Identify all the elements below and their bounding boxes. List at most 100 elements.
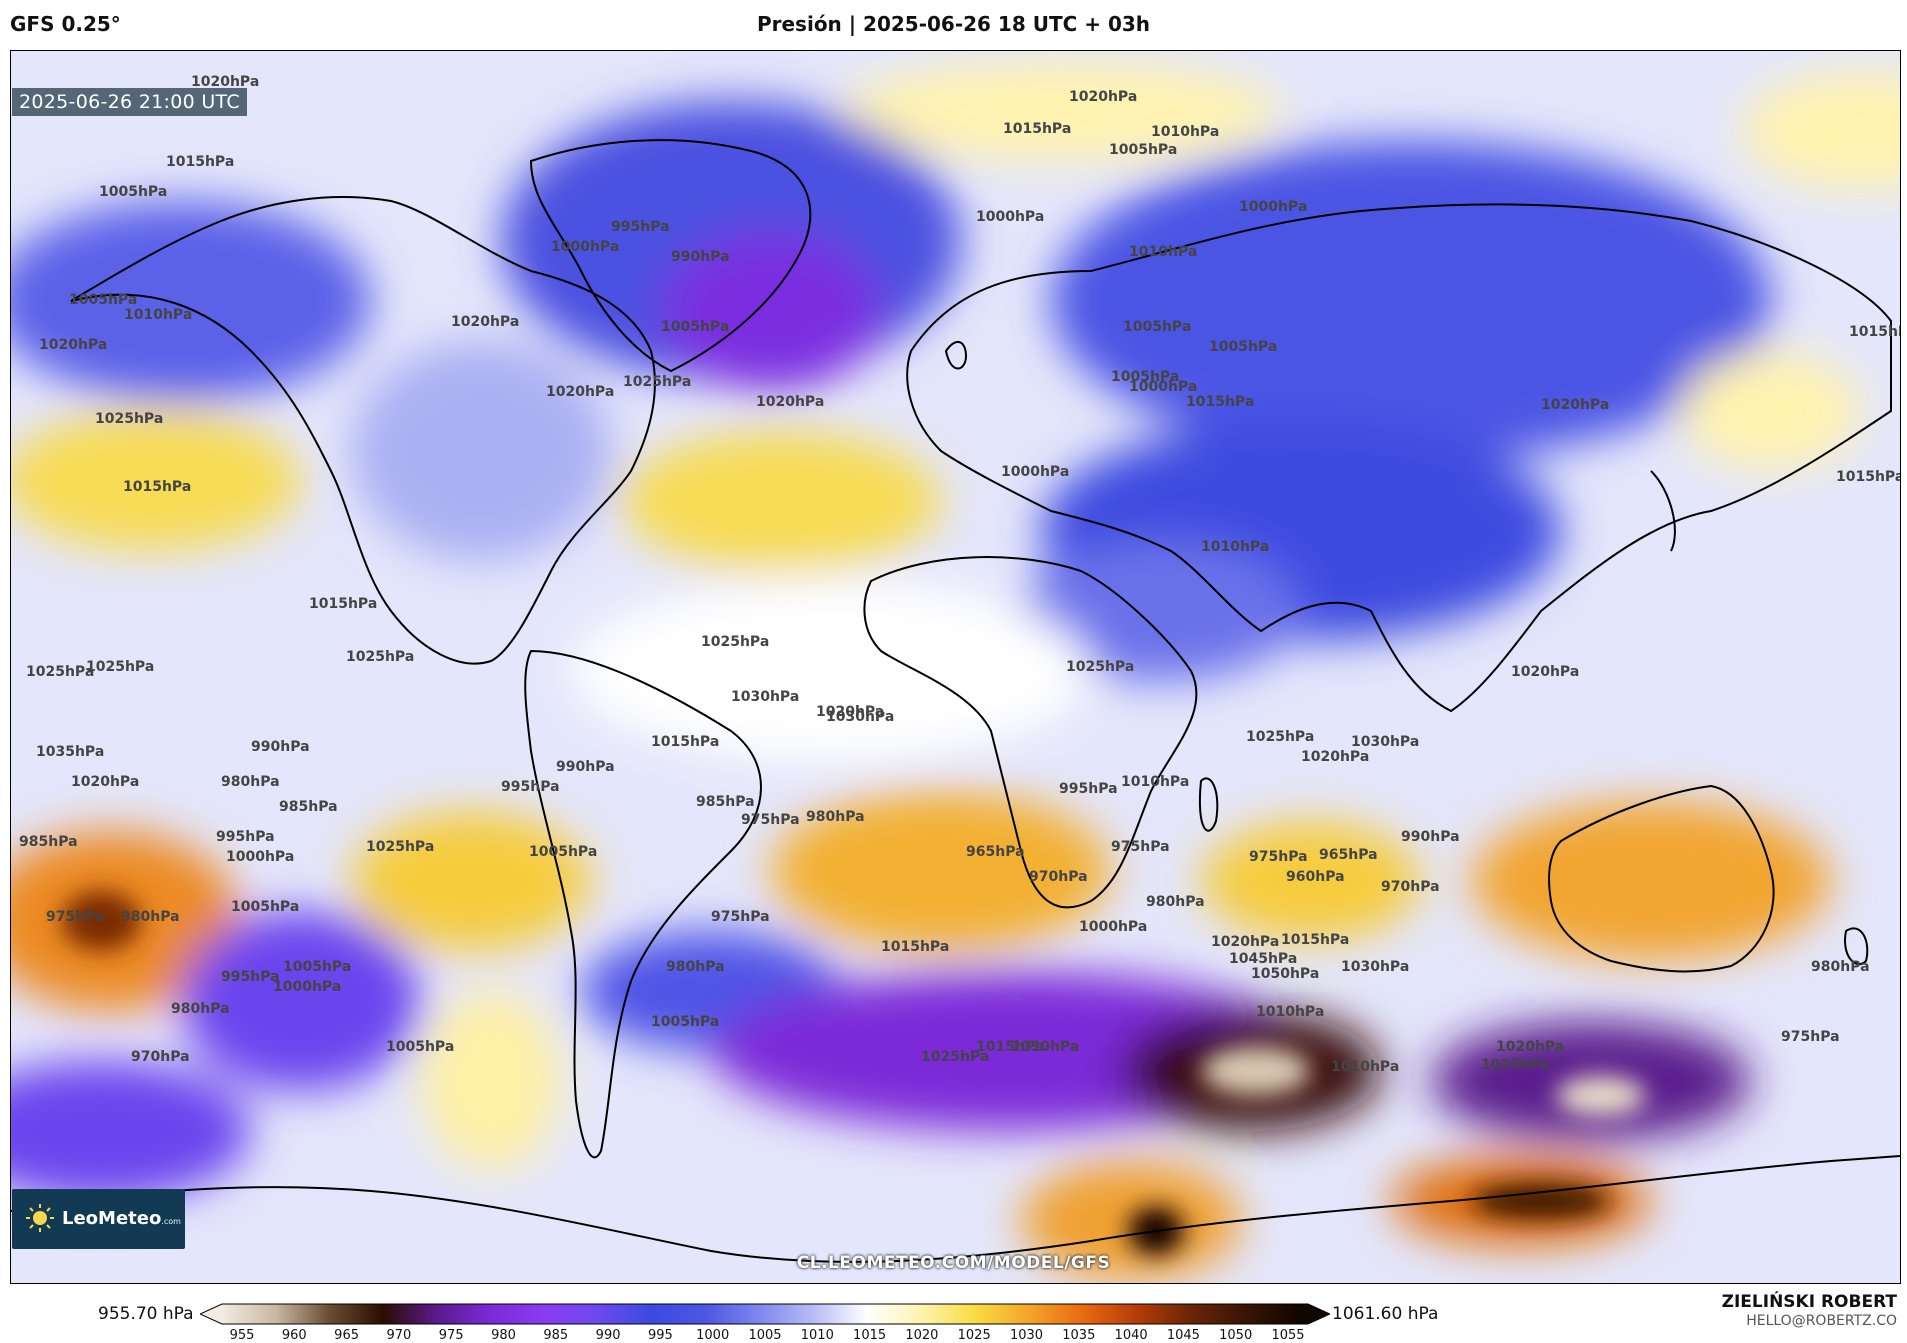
contour-label: 1000hPa [1129,379,1197,395]
contour-label: 1030hPa [731,689,799,705]
contour-label: 1010hPa [1129,244,1197,260]
contour-label: 995hPa [216,829,275,845]
contour-label: 985hPa [19,834,78,850]
contour-label: 1020hPa [546,384,614,400]
contour-label: 1000hPa [1079,919,1147,935]
contour-label: 1005hPa [1123,319,1191,335]
sun-icon [26,1204,54,1232]
colorbar-tick-label: 995 [647,1328,673,1343]
colorbar-max-label: 1061.60 hPa [1332,1304,1439,1324]
contour-label: 980hPa [806,809,865,825]
contour-label: 1015hPa [1849,324,1900,340]
contour-label: 1035hPa [36,744,104,760]
contour-label: 1015hPa [309,596,377,612]
chart-title: Presión | 2025-06-26 18 UTC + 03h [756,12,1151,36]
colorbar-tick-label: 970 [386,1328,412,1343]
contour-label: 1010hPa [124,307,192,323]
contour-label: 990hPa [556,759,615,775]
contour-labels: 1020hPa 1015hPa 1005hPa 1005hPa 1010hPa … [19,74,1900,1075]
contour-label: 1045hPa [1229,951,1297,967]
contour-label: 1020hPa [1211,934,1279,950]
leometeo-logo[interactable]: LeoMeteo.com [12,1189,185,1249]
colorbar-min-label: 955.70 hPa [98,1304,194,1324]
contour-label: 1025hPa [921,1049,989,1065]
contour-label: 1020hPa [191,74,259,90]
contour-label: 1020hPa [71,774,139,790]
contour-label: 1025hPa [1246,729,1314,745]
colorbar-tick-label: 985 [543,1328,569,1343]
contour-label: 1010hPa [1256,1004,1324,1020]
contour-label: 1020hPa [451,314,519,330]
author-email: HELLO@ROBERTZ.CO [1746,1313,1897,1329]
contour-label: 970hPa [131,1049,190,1065]
contour-label: 1020hPa [39,337,107,353]
colorbar-tick-label: 1000 [696,1328,730,1343]
contour-label: 1005hPa [1209,339,1277,355]
contour-label: 1025hPa [1066,659,1134,675]
contour-label: 995hPa [611,219,670,235]
colorbar-tick-label: 1050 [1219,1328,1253,1343]
contour-label: 985hPa [279,799,338,815]
colorbar-tick-label: 1045 [1166,1328,1200,1343]
contour-label: 985hPa [696,794,755,810]
contour-label: 980hPa [221,774,280,790]
contour-label: 1000hPa [273,979,341,995]
contour-label: 990hPa [1401,829,1460,845]
pressure-map: 1020hPa 1015hPa 1005hPa 1005hPa 1010hPa … [10,50,1901,1284]
contour-label: 1015hPa [123,479,191,495]
logo-text: LeoMeteo.com [62,1208,181,1229]
contour-label: 995hPa [221,969,280,985]
contour-label: 1005hPa [1109,142,1177,158]
contour-label: 1015hPa [1836,469,1900,485]
colorbar-tick-label: 990 [595,1328,621,1343]
contour-label: 1025hPa [701,634,769,650]
contour-label: 975hPa [741,812,800,828]
contour-label: 990hPa [251,739,310,755]
author-name: ZIELIŃSKI ROBERT [1721,1292,1897,1312]
contour-label: 1005hPa [231,899,299,915]
contour-label: 1005hPa [283,959,351,975]
contour-label: 1020hPa [1511,664,1579,680]
contour-label: 1030hPa [1011,1039,1079,1055]
contour-label: 1020hPa [756,394,824,410]
contour-label: 1030hPa [826,709,894,725]
contour-label: 1050hPa [1251,966,1319,982]
contour-label: 975hPa [1111,839,1170,855]
contour-label: 975hPa [1249,849,1308,865]
contour-label: 1025hPa [26,664,94,680]
contour-label: 1030hPa [1351,734,1419,750]
contour-label: 1005hPa [1111,369,1179,385]
contour-label: 980hPa [666,959,725,975]
contour-label: 1025hPa [366,839,434,855]
contour-label: 1010hPa [1121,774,1189,790]
contour-label: 975hPa [46,909,105,925]
contour-label: 1015hPa [166,154,234,170]
colorbar-tick-label: 965 [334,1328,360,1343]
contour-label: 1005hPa [651,1014,719,1030]
contour-label: 1005hPa [99,184,167,200]
contour-label: 970hPa [1029,869,1088,885]
contour-label: 1000hPa [551,239,619,255]
contour-label: 1010hPa [1151,124,1219,140]
colorbar-tick-label: 975 [438,1328,464,1343]
contour-label: 1020hPa [1541,397,1609,413]
contour-label: 1000hPa [1239,199,1307,215]
contour-label: 960hPa [1286,869,1345,885]
colorbar-tick-label: 1040 [1114,1328,1148,1343]
contour-label: 1005hPa [661,319,729,335]
colorbar-tick-label: 1020 [905,1328,939,1343]
contour-label: 1005hPa [69,292,137,308]
colorbar [200,1303,1330,1325]
contour-label: 1025hPa [1481,1057,1549,1073]
contour-label: 1010hPa [1201,539,1269,555]
contour-label: 980hPa [121,909,180,925]
contour-label: 975hPa [711,909,770,925]
contour-label: 1015hPa [651,734,719,750]
pressure-blobs [11,61,1900,1281]
contour-label: 1015hPa [976,1039,1044,1055]
watermark-url: CL.LEOMETEO.COM/MODEL/GFS [796,1253,1111,1273]
contour-label: 980hPa [171,1001,230,1017]
contour-label: 980hPa [1146,894,1205,910]
contour-label: 1010hPa [1331,1059,1399,1075]
model-name: GFS 0.25° [10,12,121,36]
